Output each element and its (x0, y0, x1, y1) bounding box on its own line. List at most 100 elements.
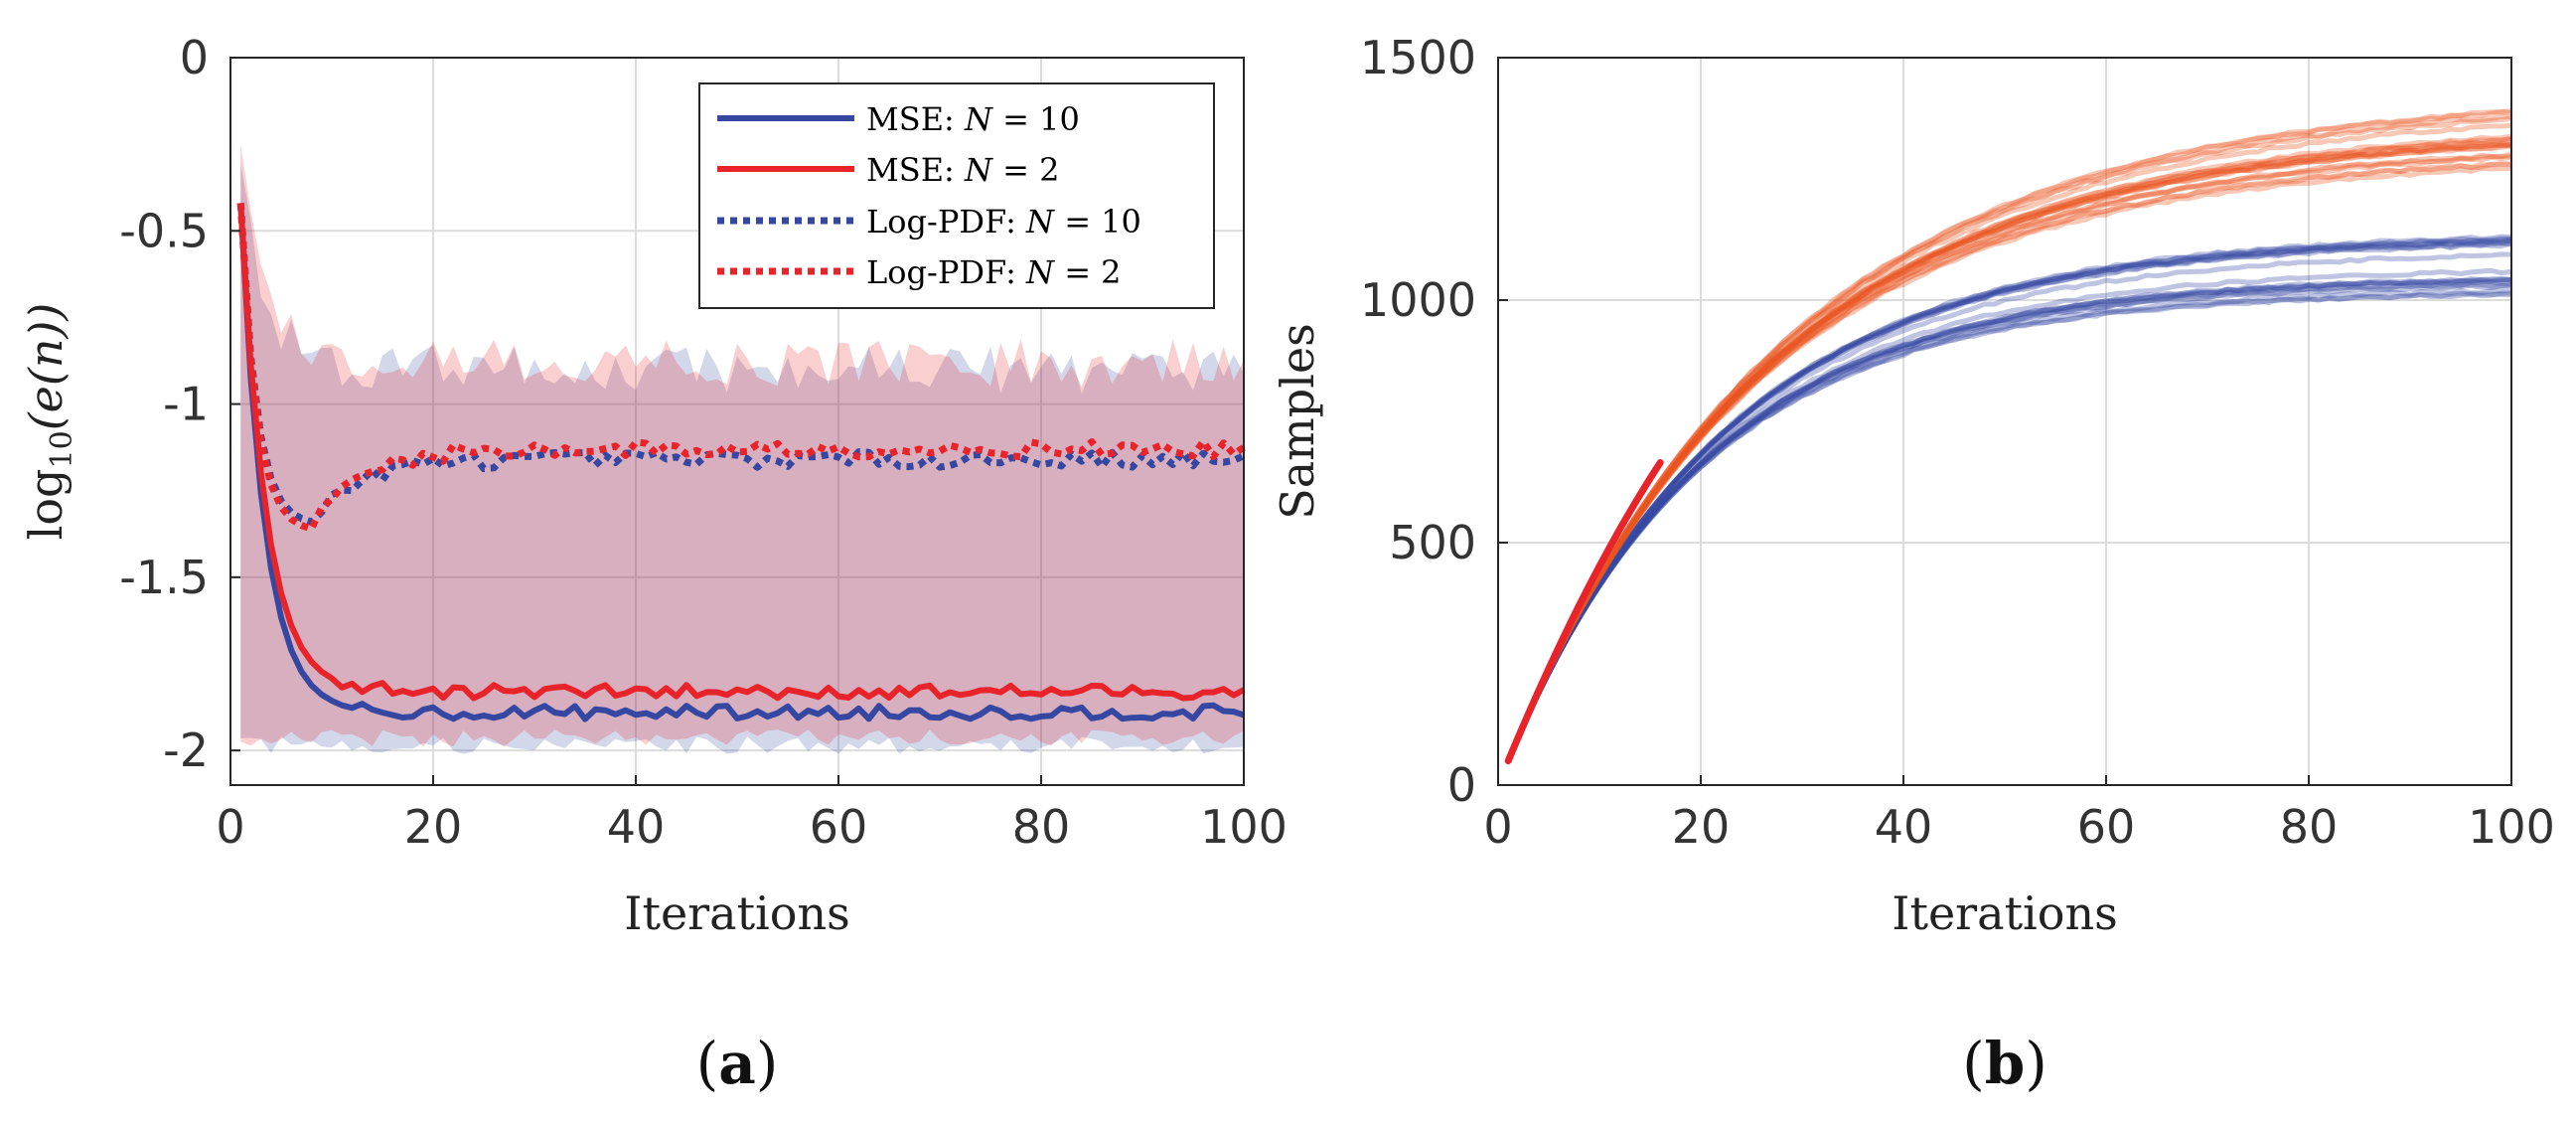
chart-a-ytick-label-4: -2 (163, 723, 209, 777)
run-line-0-6 (1505, 240, 2512, 762)
chart-a-ytick-label-2: -1 (163, 378, 209, 431)
legend-label-3-var: N (1025, 253, 1055, 291)
run-line-1-4 (1505, 154, 2512, 762)
run-line-0-7 (1505, 238, 2512, 762)
chart-a-xtick-label-0: 0 (216, 800, 244, 854)
legend-label-3: Log-PDF: N = 2 (866, 253, 1122, 291)
chart-a-ylabel-sub: 10 (45, 430, 79, 468)
chart-b-caption: (b) (1962, 1030, 2047, 1097)
chart-a-caption-close: ) (756, 1030, 779, 1097)
chart-b-lines (1504, 108, 2512, 765)
chart-b-ytick-label-2: 1000 (1360, 273, 1476, 327)
chart-a-ylabel-base: log (19, 468, 73, 540)
chart-a-ticks: 0 20 40 60 80 100 0 -0.5 -1 -1.5 -2 (119, 31, 1288, 854)
chart-a-xtick-label-3: 60 (810, 800, 868, 854)
chart-b-xlabel: Iterations (1892, 886, 2117, 940)
legend-label-0: MSE: N = 10 (866, 100, 1080, 138)
chart-a: 0 20 40 60 80 100 0 -0.5 -1 -1.5 -2 Iterations log… (19, 31, 1288, 1097)
run-line-1-17 (1505, 142, 2512, 762)
series-line-0 (237, 203, 1245, 722)
chart-b-ytick-label-1: 500 (1389, 516, 1476, 569)
run-line-1-14 (1505, 141, 2512, 762)
run-line-1-7 (1505, 142, 2512, 762)
chart-a-ylabel: log10(e(n)) (19, 303, 79, 541)
chart-a-lines (236, 203, 1246, 722)
initial-segment-line (1504, 459, 1664, 765)
chart-a-caption: (a) (696, 1030, 779, 1097)
run-line-1-8 (1505, 166, 2512, 762)
run-line-0-2 (1505, 290, 2512, 762)
series-line-1 (237, 203, 1246, 702)
chart-b-xtick-label-0: 0 (1483, 800, 1512, 854)
chart-a-ytick-label-3: -1.5 (119, 551, 209, 604)
chart-b-plot-area (1498, 58, 2511, 785)
chart-a-xtick-label-2: 40 (607, 800, 666, 854)
chart-b-caption-open: ( (1962, 1030, 1985, 1097)
legend-label-2-eq: = 10 (1054, 203, 1141, 240)
series-line-2 (236, 203, 1246, 526)
legend-label-0-var: N (964, 100, 993, 138)
chart-a-caption-open: ( (696, 1030, 719, 1097)
run-line-0-3 (1505, 234, 2512, 762)
run-line-0-15 (1505, 240, 2512, 762)
run-line-0-16 (1505, 282, 2511, 762)
chart-a-xtick-label-5: 100 (1200, 800, 1288, 854)
chart-b-caption-letter: b (1985, 1030, 2026, 1097)
run-line-1-15 (1505, 142, 2512, 762)
chart-b-xtick-label-4: 80 (2280, 800, 2339, 854)
chart-a-bands (240, 144, 1244, 754)
chart-b-frame (1497, 57, 2512, 786)
legend-label-2-prefix: Log-PDF: (866, 203, 1026, 240)
chart-b-caption-close: ) (2025, 1030, 2047, 1097)
run-line-0-1 (1505, 238, 2512, 762)
chart-a-frame (229, 57, 1245, 786)
run-line-0-9 (1505, 277, 2512, 762)
run-line-1-10 (1505, 138, 2512, 762)
chart-a-ytick-label-0: 0 (180, 31, 209, 84)
legend-label-1: MSE: N = 2 (866, 151, 1060, 189)
run-line-1-6 (1505, 122, 2512, 762)
legend-label-0-prefix: MSE: (866, 100, 965, 138)
run-line-1-18 (1505, 161, 2512, 762)
run-line-0-13 (1505, 236, 2512, 762)
chart-a-ytick-label-1: -0.5 (119, 204, 209, 257)
run-line-0-19 (1505, 288, 2512, 762)
legend-label-1-prefix: MSE: (866, 151, 965, 189)
run-line-1-1 (1505, 135, 2512, 762)
run-line-0-12 (1505, 267, 2512, 762)
chart-b-ytick-label-0: 0 (1447, 758, 1476, 812)
run-line-1-3 (1505, 141, 2512, 762)
run-line-1-12 (1505, 133, 2512, 762)
run-line-1-19 (1505, 109, 2512, 762)
run-line-0-18 (1505, 240, 2512, 762)
run-line-0-11 (1505, 251, 2512, 762)
run-line-0-17 (1505, 282, 2512, 762)
run-line-1-2 (1505, 162, 2512, 762)
legend-label-2-var: N (1025, 203, 1055, 240)
chart-b-ytick-label-3: 1500 (1360, 31, 1476, 84)
run-line-1-9 (1505, 113, 2512, 762)
run-line-1-5 (1505, 151, 2512, 762)
chart-a-xtick-label-1: 20 (404, 800, 463, 854)
chart-b-xtick-label-5: 100 (2468, 800, 2555, 854)
run-line-0-14 (1505, 236, 2512, 762)
chart-b-xtick-label-2: 40 (1875, 800, 1933, 854)
run-line-0-8 (1505, 276, 2512, 762)
legend-label-2: Log-PDF: N = 10 (866, 203, 1141, 240)
chart-a-legend: MSE: N = 10 MSE: N = 2 Log-PDF: N = 10 L… (698, 82, 1215, 309)
chart-b-xtick-label-3: 60 (2077, 800, 2136, 854)
run-line-1-0 (1505, 108, 2512, 762)
legend-label-3-eq: = 2 (1054, 253, 1122, 291)
run-line-1-11 (1505, 153, 2512, 762)
chart-a-grid (229, 57, 1245, 785)
run-line-0-0 (1505, 276, 2512, 762)
chart-a-caption-letter: a (718, 1030, 756, 1097)
chart-a-ylabel-rest: (e(n)) (19, 303, 73, 431)
run-line-1-13 (1505, 137, 2512, 762)
chart-b-xtick-label-1: 20 (1672, 800, 1731, 854)
run-line-0-10 (1505, 279, 2512, 762)
band-1 (240, 144, 1244, 747)
